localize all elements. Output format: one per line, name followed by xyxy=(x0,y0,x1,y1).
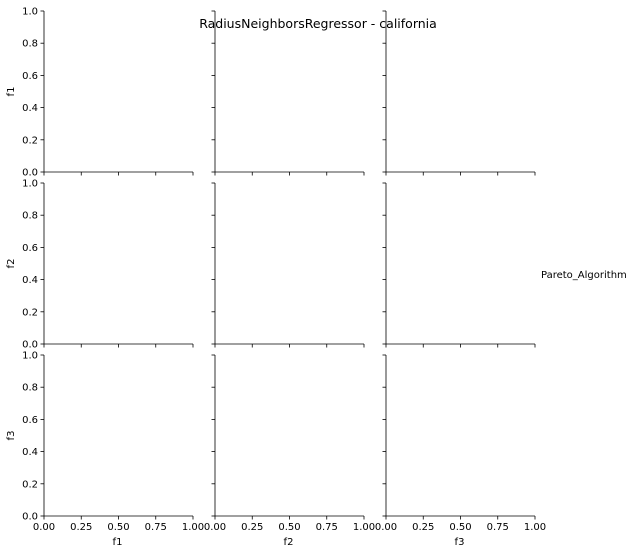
y-tick-label: 0.8 xyxy=(22,383,38,394)
x-tick-label: 0.50 xyxy=(449,522,471,533)
x-tick-label: 0.00 xyxy=(204,522,226,533)
legend-title: Pareto_Algorithm xyxy=(541,270,627,281)
x-tick-label: 1.00 xyxy=(182,522,204,533)
y-tick-label: 0.8 xyxy=(22,211,38,222)
y-tick-label: 0.0 xyxy=(22,168,38,179)
x-tick-label: 1.00 xyxy=(524,522,546,533)
y-tick-label: 0.8 xyxy=(22,39,38,50)
x-tick-label: 0.50 xyxy=(107,522,129,533)
x-tick-label: 0.75 xyxy=(487,522,509,533)
x-axis-label-f1: f1 xyxy=(113,537,123,548)
y-tick-label: 0.6 xyxy=(22,415,38,426)
x-axis-label-f2: f2 xyxy=(284,537,294,548)
y-tick-label: 0.4 xyxy=(22,275,38,286)
y-tick-label: 0.2 xyxy=(22,307,38,318)
y-tick-label: 0.0 xyxy=(22,512,38,523)
y-tick-label: 0.6 xyxy=(22,71,38,82)
y-tick-label: 0.2 xyxy=(22,135,38,146)
y-tick-label: 0.2 xyxy=(22,479,38,490)
x-tick-label: 0.75 xyxy=(145,522,167,533)
y-axis-label-f3: f3 xyxy=(6,431,17,441)
y-axis-label-f2: f2 xyxy=(6,259,17,269)
x-tick-label: 0.75 xyxy=(316,522,338,533)
x-tick-label: 0.25 xyxy=(241,522,263,533)
x-tick-label: 1.00 xyxy=(353,522,375,533)
y-tick-label: 1.0 xyxy=(22,179,38,190)
y-axis-label-f1: f1 xyxy=(6,87,17,97)
y-tick-label: 0.0 xyxy=(22,340,38,351)
chart-title: RadiusNeighborsRegressor - california xyxy=(199,16,437,31)
x-tick-label: 0.00 xyxy=(375,522,397,533)
x-tick-label: 0.00 xyxy=(33,522,55,533)
y-tick-label: 0.4 xyxy=(22,103,38,114)
y-tick-label: 0.4 xyxy=(22,447,38,458)
x-tick-label: 0.25 xyxy=(70,522,92,533)
panel-grid: 0.0 0.2 0.4 0.6 0.8 1.0 f1 0.0 0.2 0.4 0.6 0.8 1.0 f2… xyxy=(6,7,546,549)
y-tick-label: 1.0 xyxy=(22,7,38,18)
y-tick-label: 0.6 xyxy=(22,243,38,254)
x-axis-label-f3: f3 xyxy=(455,537,465,548)
y-tick-label: 1.0 xyxy=(22,351,38,362)
x-tick-label: 0.25 xyxy=(412,522,434,533)
x-tick-label: 0.50 xyxy=(278,522,300,533)
